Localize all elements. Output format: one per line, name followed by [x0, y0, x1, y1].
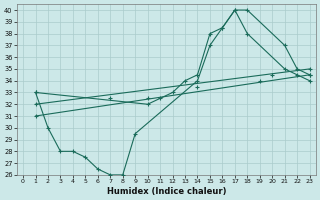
X-axis label: Humidex (Indice chaleur): Humidex (Indice chaleur) — [107, 187, 226, 196]
